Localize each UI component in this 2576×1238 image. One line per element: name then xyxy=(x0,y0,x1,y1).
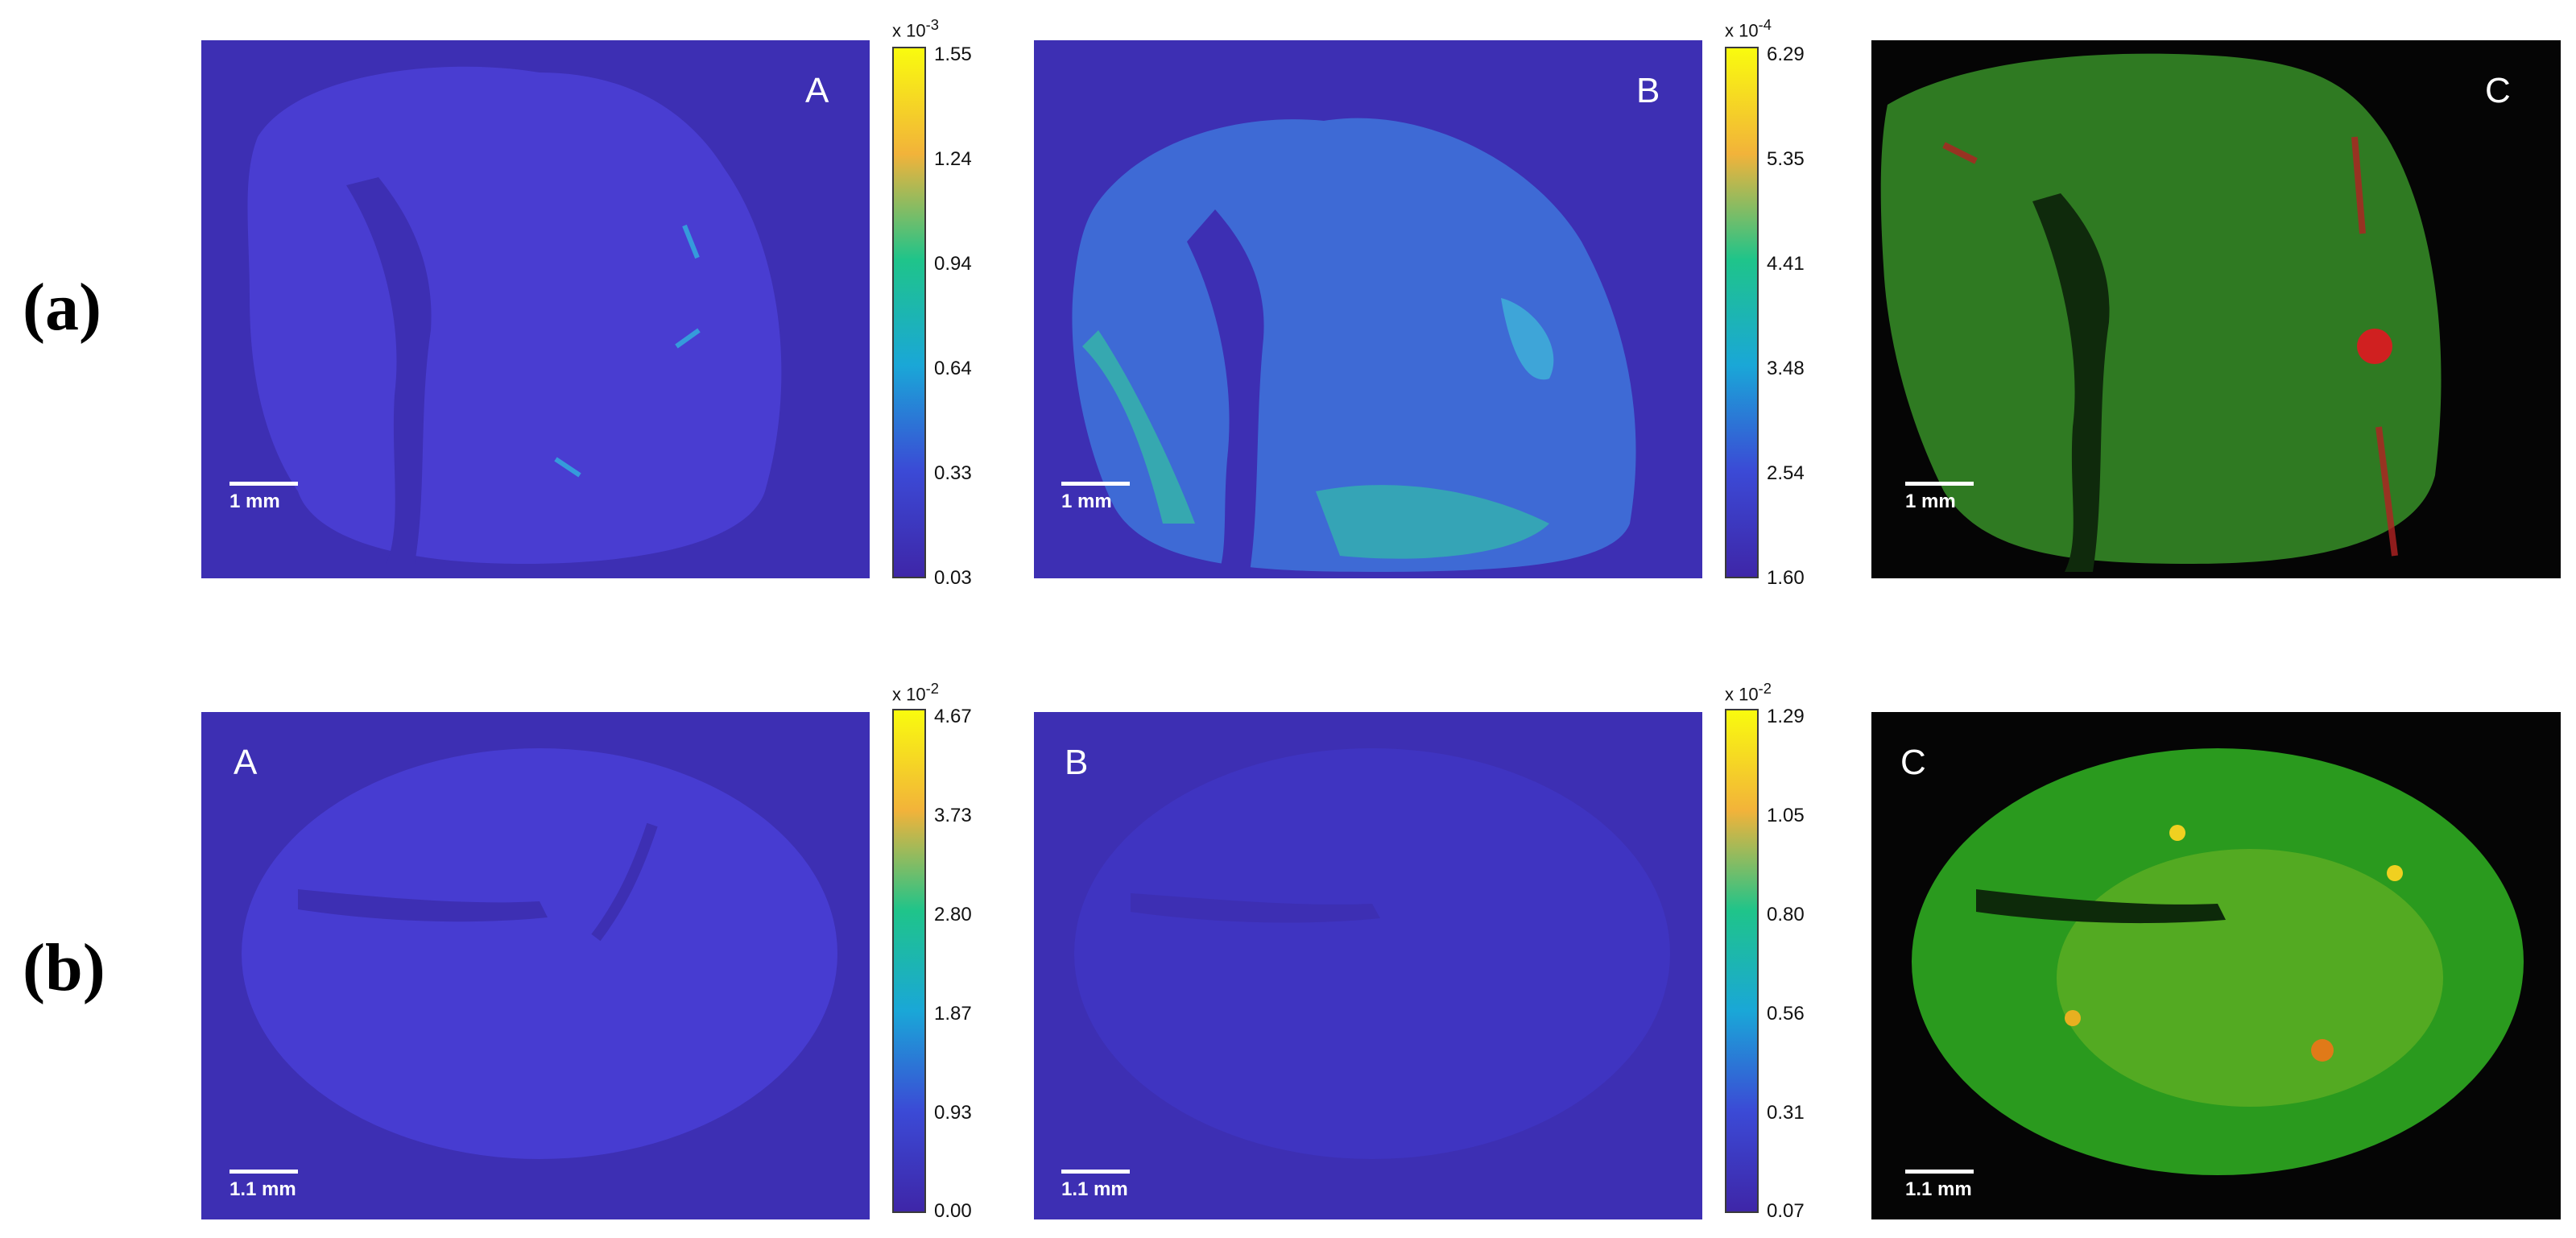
colorbar-tick-b-A-2: 2.80 xyxy=(934,904,972,925)
colorbar-exponent-a-B: x 10-4 xyxy=(1725,16,1772,41)
colorbar-tick-a-A-3: 0.64 xyxy=(934,358,972,379)
scalebar-a-B: 1 mm xyxy=(1061,482,1130,513)
colorbar-tick-b-A-0: 4.67 xyxy=(934,706,972,727)
scalebar-line xyxy=(229,1170,298,1174)
colorbar-exponent-b-A: x 10-2 xyxy=(892,680,939,705)
scalebar-line xyxy=(1061,482,1130,486)
scalebar-line xyxy=(229,482,298,486)
colorbar-tick-b-B-4: 0.31 xyxy=(1767,1102,1805,1124)
panel-b-A-map xyxy=(201,712,870,1219)
colorbar-tick-a-B-5: 1.60 xyxy=(1767,567,1805,589)
scalebar-a-C: 1 mm xyxy=(1905,482,1974,513)
scalebar-b-A: 1.1 mm xyxy=(229,1170,298,1201)
scalebar-label: 1 mm xyxy=(1061,491,1112,512)
colorbar-a-A xyxy=(892,47,926,578)
colorbar-tick-b-B-0: 1.29 xyxy=(1767,706,1805,727)
panel-letter-a-A: A xyxy=(805,71,829,110)
tissue-overlay-a-C xyxy=(1880,53,2442,572)
colorbar-tick-b-B-1: 1.05 xyxy=(1767,805,1805,826)
colorbar-tick-a-B-0: 6.29 xyxy=(1767,43,1805,65)
panel-letter-b-C: C xyxy=(1900,743,1926,782)
panel-a-C-overlay xyxy=(1871,40,2561,578)
colorbar-tick-a-A-2: 0.94 xyxy=(934,253,972,275)
colorbar-b-A xyxy=(892,709,926,1213)
panel-letter-a-C: C xyxy=(2485,71,2511,110)
colorbar-tick-b-B-2: 0.80 xyxy=(1767,904,1805,925)
panel-b-B-map xyxy=(1034,712,1702,1219)
panel-letter-b-B: B xyxy=(1065,743,1089,782)
colorbar-tick-b-A-3: 1.87 xyxy=(934,1003,972,1025)
colorbar-tick-b-B-3: 0.56 xyxy=(1767,1003,1805,1025)
colorbar-b-B xyxy=(1725,709,1759,1213)
tissue-map-b-A xyxy=(242,748,837,1159)
scalebar-label: 1 mm xyxy=(1905,491,1956,512)
panel-a-A-map xyxy=(201,40,870,578)
scalebar-b-B: 1.1 mm xyxy=(1061,1170,1130,1201)
panel-letter-b-A: A xyxy=(234,743,258,782)
scalebar-label: 1 mm xyxy=(229,491,280,512)
colorbar-a-B xyxy=(1725,47,1759,578)
colorbar-tick-a-A-5: 0.03 xyxy=(934,567,972,589)
scalebar-b-C: 1.1 mm xyxy=(1905,1170,1974,1201)
panel-letter-a-B: B xyxy=(1636,71,1660,110)
row-label-a: (a) xyxy=(23,270,101,345)
scalebar-label: 1.1 mm xyxy=(1905,1178,1972,1200)
tissue-map-a-A xyxy=(247,66,782,565)
panel-a-B-map xyxy=(1034,40,1702,578)
tissue-overlay-b-C xyxy=(1912,748,2524,1175)
colorbar-tick-a-A-1: 1.24 xyxy=(934,148,972,170)
scalebar-line xyxy=(1905,1170,1974,1174)
colorbar-tick-b-B-5: 0.07 xyxy=(1767,1200,1805,1222)
scalebar-line xyxy=(1061,1170,1130,1174)
scalebar-label: 1.1 mm xyxy=(229,1178,296,1200)
colorbar-tick-a-A-0: 1.55 xyxy=(934,43,972,65)
colorbar-tick-a-B-1: 5.35 xyxy=(1767,148,1805,170)
tissue-map-a-B xyxy=(1072,118,1636,573)
colorbar-exponent-b-B: x 10-2 xyxy=(1725,680,1772,705)
row-label-b: (b) xyxy=(23,930,105,1005)
colorbar-tick-b-A-4: 0.93 xyxy=(934,1102,972,1124)
tissue-map-b-B xyxy=(1074,748,1670,1159)
scalebar-line xyxy=(1905,482,1974,486)
colorbar-tick-b-A-1: 3.73 xyxy=(934,805,972,826)
colorbar-tick-a-B-3: 3.48 xyxy=(1767,358,1805,379)
colorbar-tick-a-A-4: 0.33 xyxy=(934,462,972,484)
colorbar-exponent-a-A: x 10-3 xyxy=(892,16,939,41)
scalebar-a-A: 1 mm xyxy=(229,482,298,513)
colorbar-tick-b-A-5: 0.00 xyxy=(934,1200,972,1222)
panel-b-C-overlay xyxy=(1871,712,2561,1219)
colorbar-tick-a-B-2: 4.41 xyxy=(1767,253,1805,275)
colorbar-tick-a-B-4: 2.54 xyxy=(1767,462,1805,484)
scalebar-label: 1.1 mm xyxy=(1061,1178,1128,1200)
